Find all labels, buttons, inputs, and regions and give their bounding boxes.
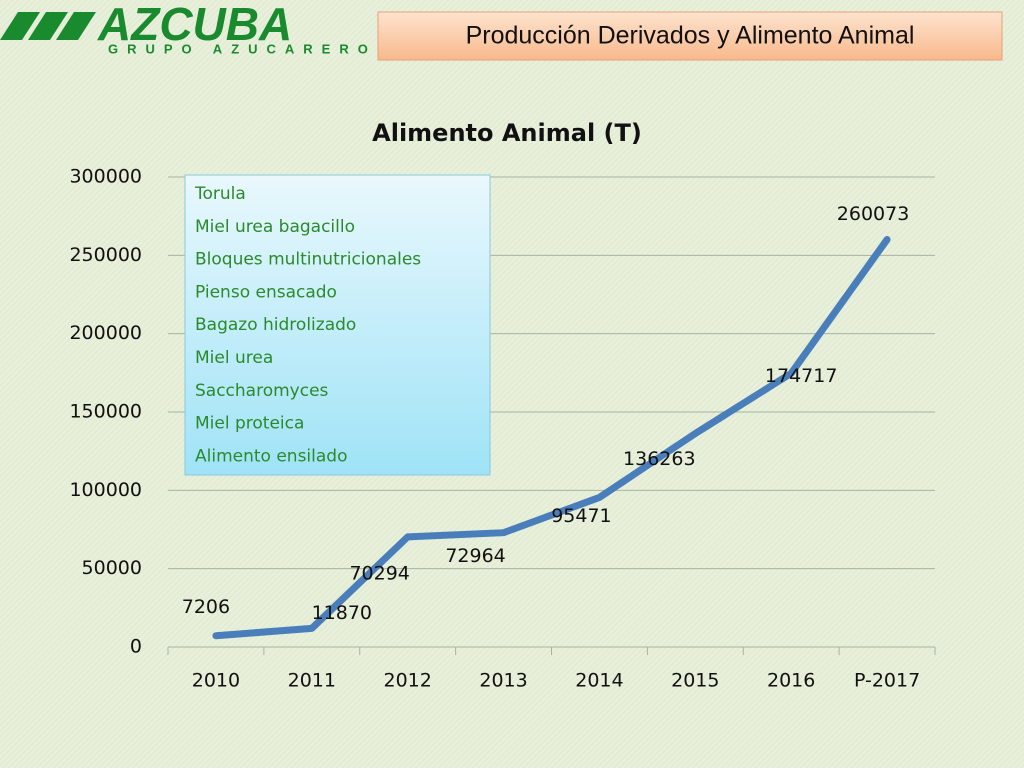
- x-tick-label: 2016: [767, 670, 815, 692]
- annotation: Miel urea: [195, 348, 273, 368]
- annotation: Bloques multinutricionales: [195, 250, 421, 270]
- header-box: [377, 11, 1003, 61]
- y-tick-label: 250000: [69, 244, 142, 266]
- data-label: 72964: [445, 545, 505, 567]
- annotation: Miel urea bagacillo: [195, 217, 355, 237]
- y-tick-label: 100000: [69, 479, 142, 501]
- logo-subtitle: GRUPO AZUCARERO: [108, 41, 377, 56]
- x-tick-label: 2011: [288, 670, 336, 692]
- data-label: 11870: [312, 602, 372, 624]
- y-tick-label: 0: [130, 636, 142, 658]
- data-label: 70294: [349, 562, 409, 584]
- x-tick-label: 2015: [671, 670, 719, 692]
- x-tick-label: 2014: [575, 670, 623, 692]
- y-tick-label: 300000: [69, 166, 142, 188]
- x-tick-label: 2013: [479, 670, 527, 692]
- y-tick-label: 150000: [69, 401, 142, 423]
- y-tick-label: 200000: [69, 322, 142, 344]
- chart-title: Alimento Animal (T): [372, 119, 642, 147]
- logo-text: AZCUBA: [97, 0, 292, 50]
- logo: [0, 12, 96, 40]
- data-line: [212, 236, 891, 640]
- y-tick-label: 50000: [82, 557, 142, 579]
- x-tick-label: 2010: [192, 670, 240, 692]
- annotation: Miel proteica: [195, 414, 304, 434]
- data-label: 260073: [837, 203, 910, 225]
- x-tick-label: P-2017: [854, 670, 920, 692]
- data-label: 136263: [623, 448, 696, 470]
- data-label: 7206: [182, 596, 230, 618]
- data-label: 174717: [765, 365, 838, 387]
- annotation-box: [184, 174, 491, 476]
- data-label: 95471: [551, 505, 611, 527]
- annotation: Saccharomyces: [195, 381, 329, 401]
- annotation: Bagazo hidrolizado: [195, 315, 356, 335]
- annotation: Pienso ensacado: [195, 282, 337, 302]
- x-tick-label: 2012: [384, 670, 432, 692]
- header-title: Producción Derivados y Alimento Animal: [466, 22, 915, 50]
- annotation: Torula: [194, 184, 246, 204]
- annotation: Alimento ensilado: [195, 446, 348, 466]
